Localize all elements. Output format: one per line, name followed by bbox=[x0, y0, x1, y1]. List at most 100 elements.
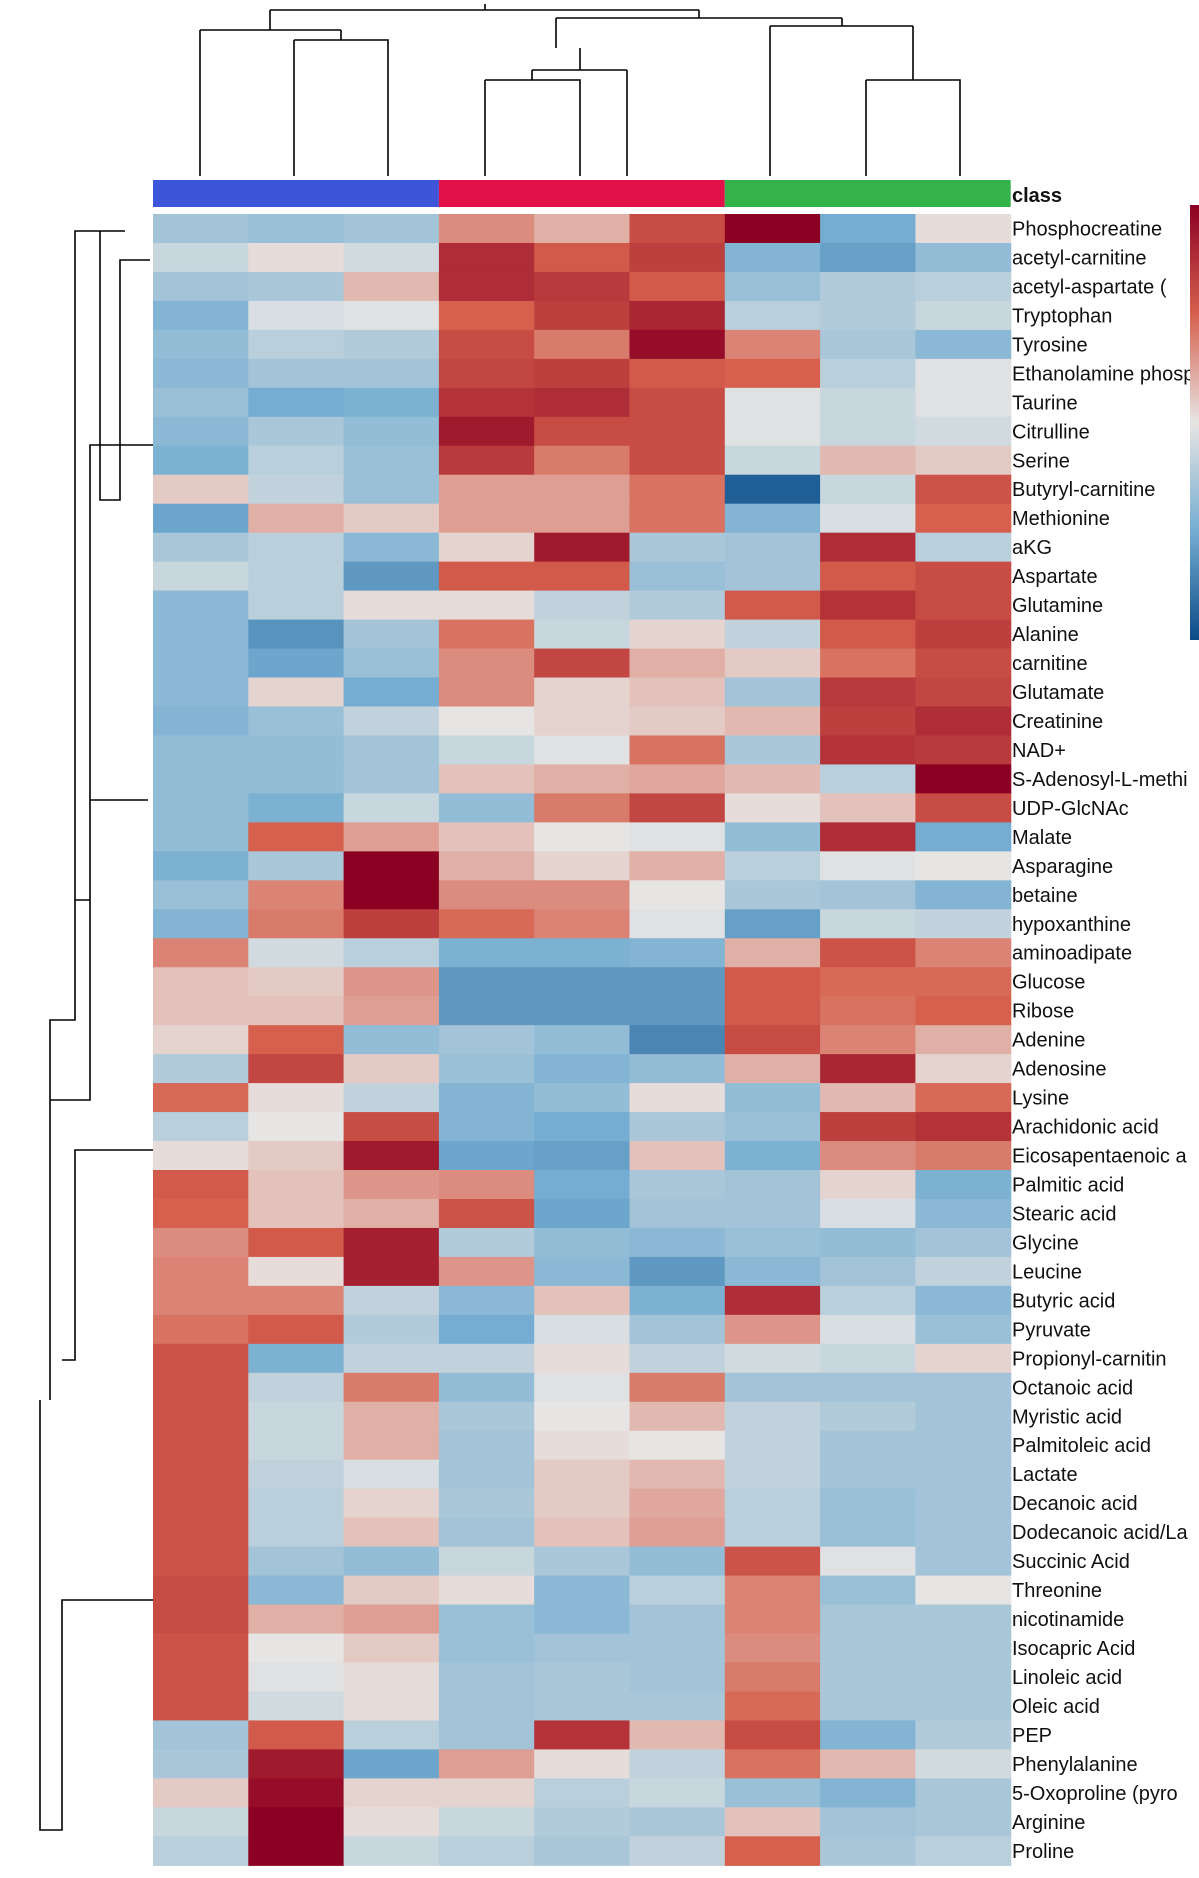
heatmap-cell bbox=[724, 880, 821, 910]
heatmap-cell bbox=[820, 648, 916, 679]
row-label: acetyl-aspartate ( bbox=[1012, 276, 1167, 298]
heatmap-cell bbox=[153, 1170, 249, 1200]
heatmap-cell bbox=[629, 1604, 726, 1635]
heatmap-cell bbox=[534, 242, 631, 273]
row-label: S-Adenosyl-L-methi bbox=[1012, 769, 1188, 791]
heatmap-cell bbox=[915, 1517, 1012, 1548]
heatmap-cell bbox=[534, 1633, 631, 1664]
row-label: UDP-GlcNAc bbox=[1012, 798, 1129, 820]
heatmap-cell bbox=[153, 532, 249, 563]
row-label: Creatinine bbox=[1012, 711, 1103, 733]
heatmap-cell bbox=[438, 416, 535, 447]
heatmap-cell bbox=[629, 996, 726, 1026]
heatmap-cell bbox=[820, 909, 916, 939]
class-label: class bbox=[1012, 185, 1062, 207]
heatmap-cell bbox=[438, 793, 535, 823]
heatmap-cell bbox=[534, 1575, 631, 1606]
heatmap-cell bbox=[629, 1633, 726, 1664]
heatmap-cell bbox=[820, 1343, 916, 1374]
heatmap-cell bbox=[153, 1198, 249, 1229]
heatmap-cell bbox=[629, 1691, 726, 1722]
row-label: Glucose bbox=[1012, 972, 1085, 994]
heatmap-cell bbox=[248, 1575, 345, 1606]
heatmap-cell bbox=[153, 1749, 249, 1779]
heatmap-cell bbox=[343, 590, 440, 621]
heatmap-cell bbox=[915, 822, 1012, 852]
heatmap-cell bbox=[820, 387, 916, 418]
heatmap-cell bbox=[915, 1633, 1012, 1664]
heatmap-cell bbox=[248, 1372, 345, 1403]
heatmap-cell bbox=[915, 214, 1012, 244]
heatmap-cell bbox=[724, 1430, 821, 1461]
heatmap-cell bbox=[915, 561, 1012, 592]
heatmap-cell bbox=[629, 1749, 726, 1779]
heatmap-cell bbox=[534, 1691, 631, 1722]
heatmap-cell bbox=[343, 214, 440, 244]
heatmap-cell bbox=[438, 1662, 535, 1693]
heatmap-cell bbox=[153, 271, 249, 302]
heatmap-cell bbox=[343, 474, 440, 505]
heatmap-cell bbox=[343, 1691, 440, 1722]
row-label: Methionine bbox=[1012, 508, 1110, 530]
heatmap-cell bbox=[629, 1836, 726, 1866]
heatmap-cell bbox=[724, 706, 821, 737]
heatmap-cell bbox=[915, 532, 1012, 563]
heatmap-cell bbox=[438, 1198, 535, 1229]
heatmap-cell bbox=[343, 1575, 440, 1606]
row-label: Citrulline bbox=[1012, 421, 1090, 443]
row-label: NAD+ bbox=[1012, 740, 1066, 762]
heatmap-cell bbox=[724, 1749, 821, 1779]
heatmap-cell bbox=[629, 1112, 726, 1142]
heatmap-cell bbox=[438, 590, 535, 621]
row-label: Threonine bbox=[1012, 1580, 1102, 1602]
heatmap-cell bbox=[153, 445, 249, 476]
heatmap-cell bbox=[343, 880, 440, 910]
heatmap-cell bbox=[153, 1546, 249, 1577]
heatmap-cell bbox=[248, 358, 345, 389]
heatmap-cell bbox=[438, 532, 535, 563]
heatmap-cell bbox=[153, 706, 249, 737]
heatmap-cell bbox=[820, 793, 916, 823]
heatmap-cell bbox=[724, 1633, 821, 1664]
row-dendrogram-branches bbox=[39, 230, 153, 1831]
heatmap-cell bbox=[248, 1198, 345, 1229]
heatmap-cell bbox=[153, 938, 249, 968]
heatmap-cell bbox=[915, 329, 1012, 360]
heatmap-cell bbox=[438, 214, 535, 244]
heatmap-cell bbox=[915, 619, 1012, 650]
heatmap-cell bbox=[724, 938, 821, 968]
heatmap-cell bbox=[438, 561, 535, 592]
heatmap-cell bbox=[153, 1691, 249, 1722]
heatmap-cell bbox=[915, 1575, 1012, 1606]
row-label: Asparagine bbox=[1012, 856, 1113, 878]
heatmap-cell bbox=[820, 996, 916, 1026]
heatmap-cell bbox=[820, 1633, 916, 1664]
heatmap-cell bbox=[343, 1604, 440, 1635]
heatmap-cell bbox=[724, 503, 821, 534]
heatmap-cell bbox=[438, 764, 535, 794]
heatmap-cell bbox=[438, 1401, 535, 1432]
heatmap-cell bbox=[724, 1372, 821, 1403]
heatmap-cell bbox=[343, 358, 440, 389]
heatmap-cell bbox=[534, 1401, 631, 1432]
heatmap-cell bbox=[820, 271, 916, 302]
heatmap-cell bbox=[724, 1720, 821, 1751]
heatmap-cell bbox=[534, 909, 631, 939]
heatmap-cell bbox=[248, 1720, 345, 1751]
heatmap-cell bbox=[915, 1836, 1012, 1866]
heatmap-cell bbox=[248, 1691, 345, 1722]
heatmap-cell bbox=[724, 1604, 821, 1635]
row-label: acetyl-carnitine bbox=[1012, 247, 1147, 269]
row-label: Tryptophan bbox=[1012, 305, 1112, 327]
heatmap-cell bbox=[248, 793, 345, 823]
heatmap-cell bbox=[438, 1025, 535, 1055]
heatmap-cell bbox=[343, 1778, 440, 1808]
heatmap-cell bbox=[820, 1604, 916, 1635]
heatmap-cell bbox=[248, 474, 345, 505]
heatmap-cell bbox=[153, 1054, 249, 1084]
heatmap-cell bbox=[248, 561, 345, 592]
row-label: betaine bbox=[1012, 885, 1078, 907]
heatmap-cell bbox=[153, 677, 249, 708]
heatmap-cell bbox=[343, 1633, 440, 1664]
heatmap-cell bbox=[343, 822, 440, 852]
